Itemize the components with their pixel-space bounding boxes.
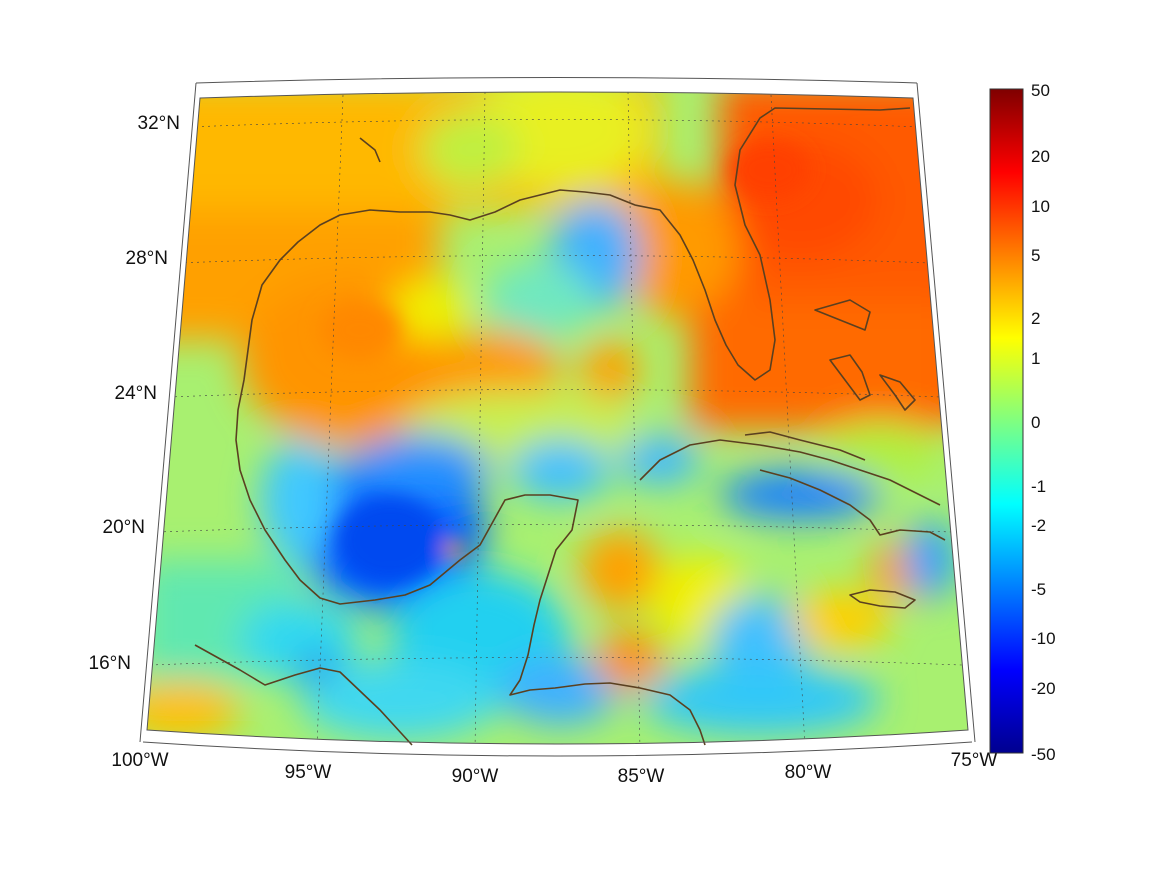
colorbar-label: 50 [1031,81,1050,100]
colorbar: 50 20 10 5 2 1 0 -1 -2 -5 -10 -20 -50 [989,81,1056,764]
colorbar-label: -10 [1031,629,1056,648]
lat-tick-label: 28°N [126,248,168,269]
lon-tick-label: 90°W [452,766,499,787]
lon-ticks: 100°W 95°W 90°W 85°W 80°W 75°W [111,750,997,787]
lon-tick-label: 75°W [951,750,998,771]
colorbar-label: 1 [1031,349,1040,368]
lat-tick-label: 20°N [103,517,145,538]
colorbar-label: 10 [1031,197,1050,216]
colorbar-labels: 50 20 10 5 2 1 0 -1 -2 -5 -10 -20 -50 [1031,81,1056,764]
colorbar-gradient [989,88,1024,754]
lat-tick-label: 16°N [89,653,131,674]
lon-tick-label: 80°W [785,762,832,783]
colorbar-label: 5 [1031,246,1040,265]
graticule [149,92,963,744]
coastlines [194,107,946,746]
colorbar-label: -5 [1031,580,1046,599]
lat-tick-label: 32°N [138,113,180,134]
lat-tick-label: 24°N [115,383,157,404]
colorbar-label: -2 [1031,516,1046,535]
data-field [147,92,968,744]
map-frame [139,77,976,757]
colorbar-label: -20 [1031,679,1056,698]
lon-tick-label: 85°W [618,766,665,787]
colorbar-label: 20 [1031,147,1050,166]
lat-ticks: 32°N 28°N 24°N 20°N 16°N [89,113,180,674]
lon-tick-label: 100°W [111,750,168,771]
colorbar-label: -50 [1031,745,1056,764]
colorbar-label: 2 [1031,309,1040,328]
colorbar-label: 0 [1031,413,1040,432]
colorbar-label: -1 [1031,477,1046,496]
lon-tick-label: 95°W [285,762,332,783]
